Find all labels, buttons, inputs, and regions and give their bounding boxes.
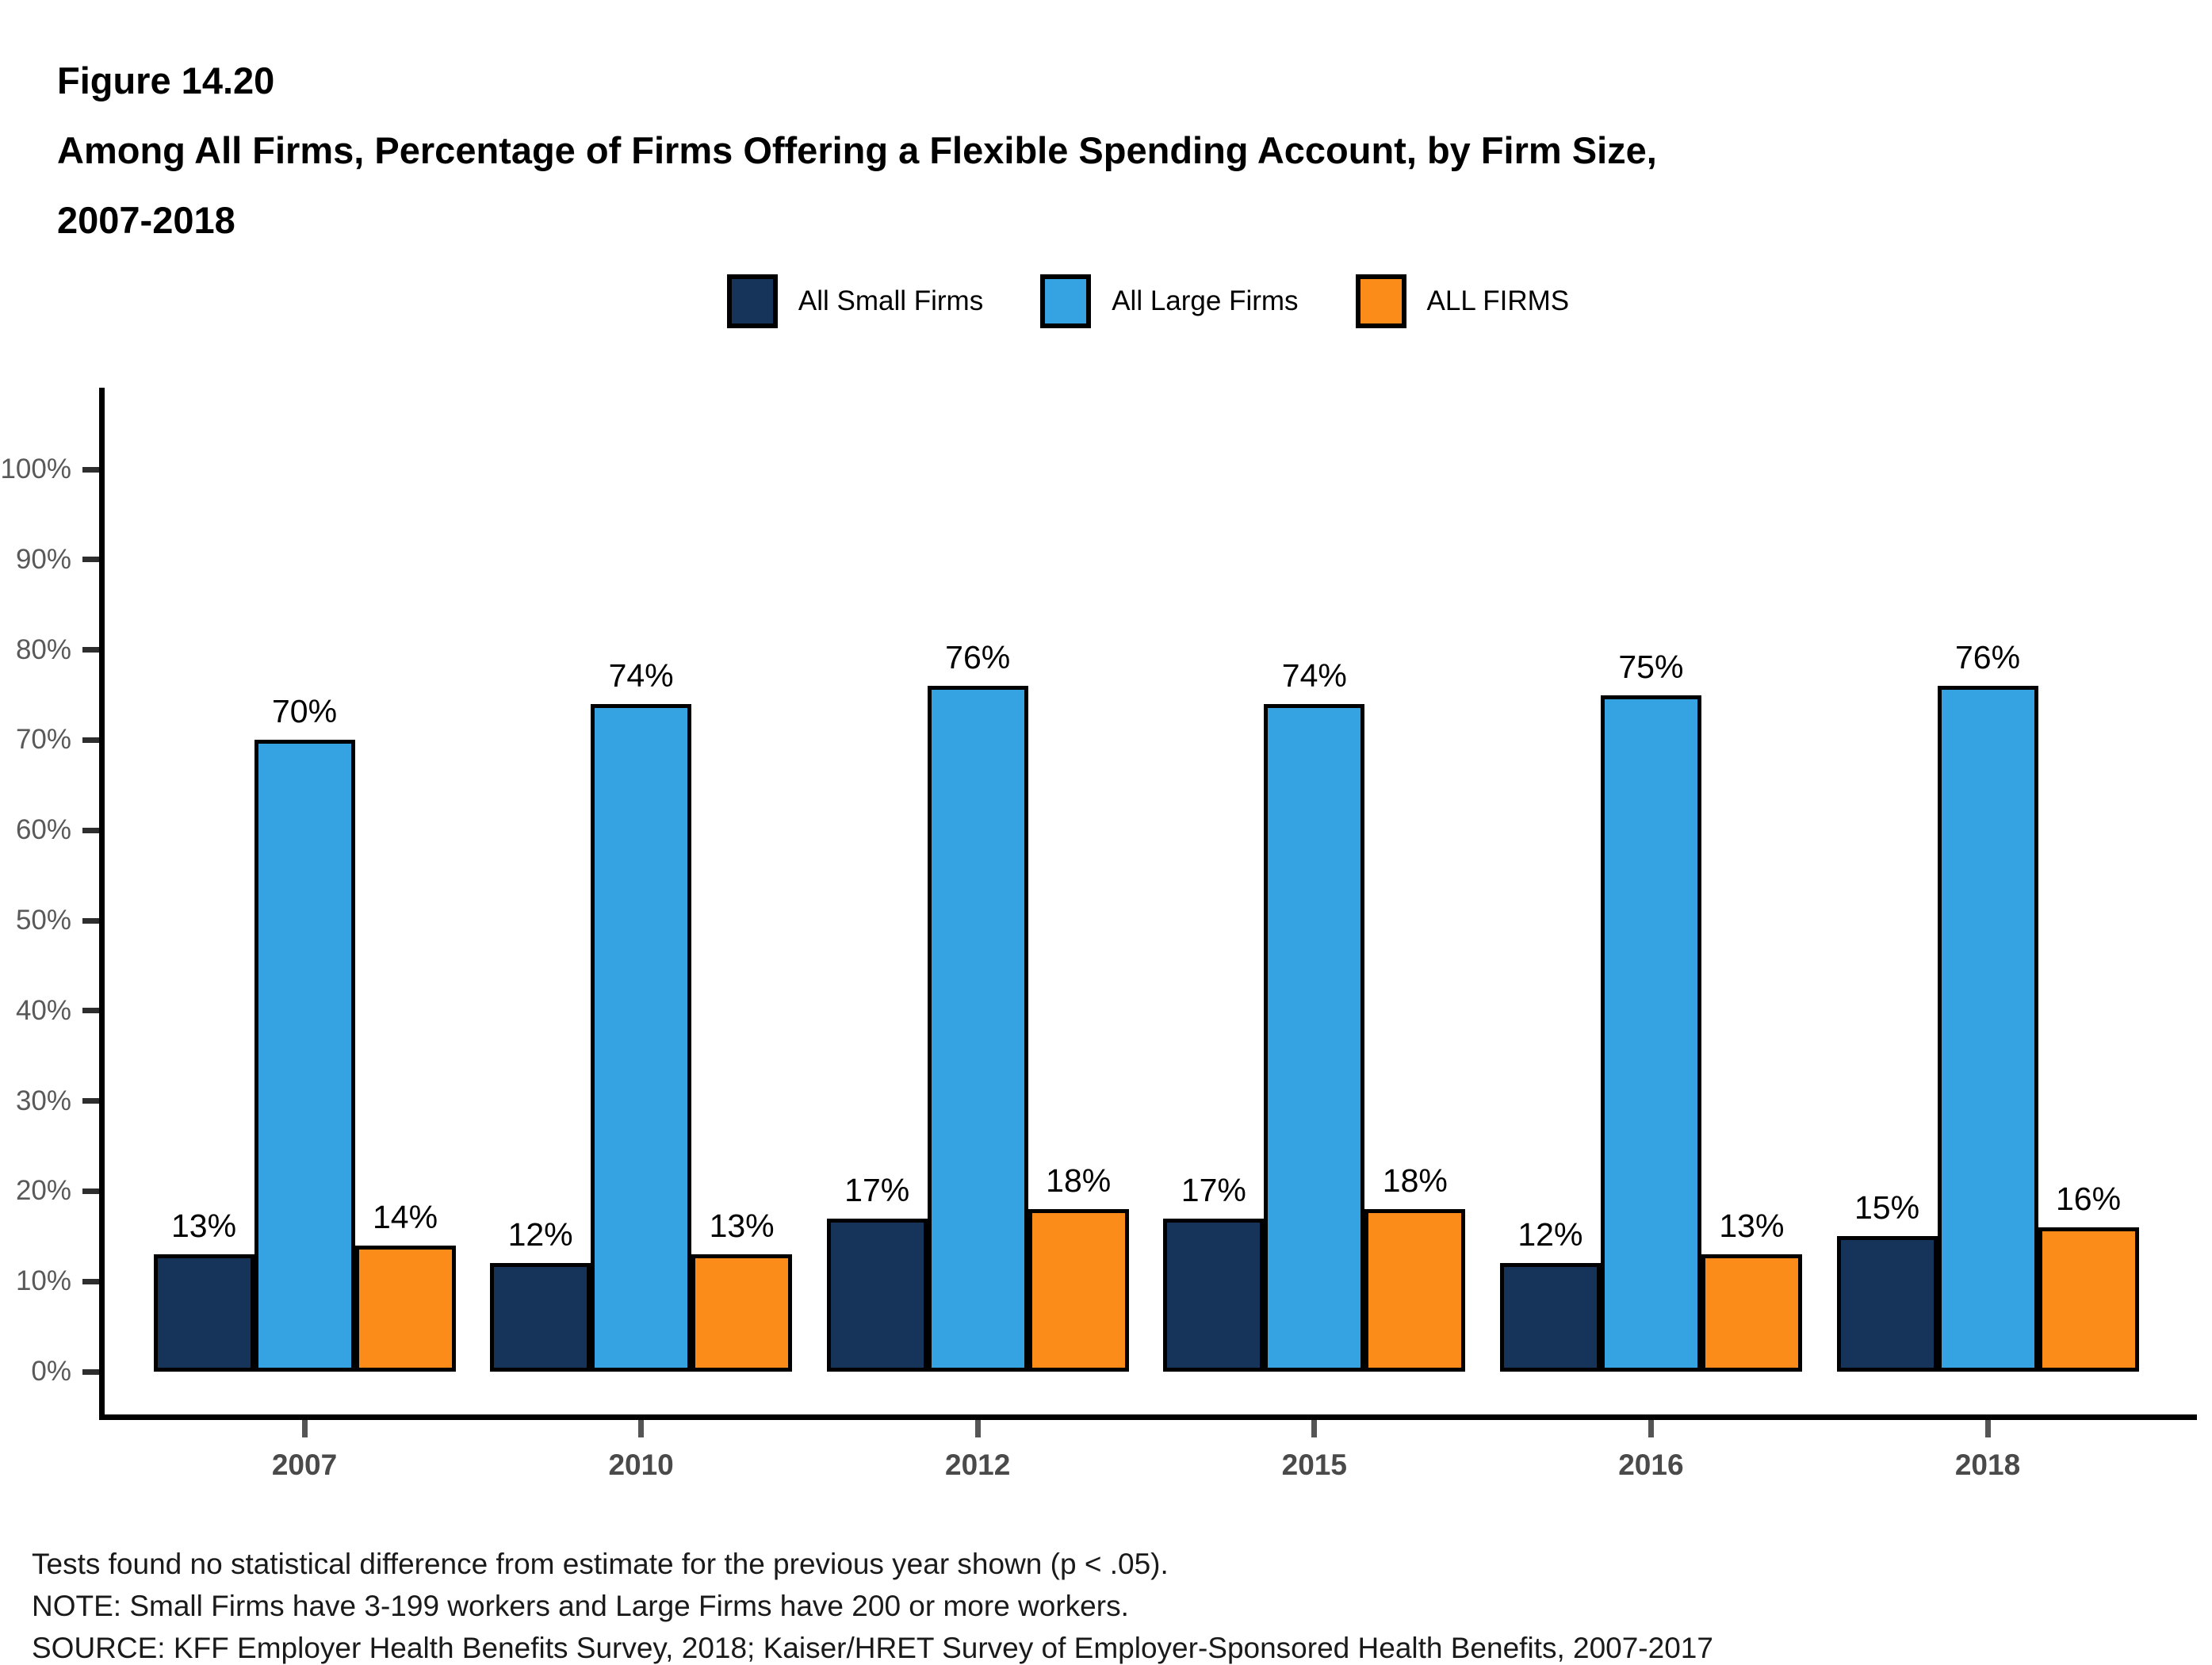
bar-all-firms-2012 — [1028, 1209, 1129, 1372]
y-tick — [82, 647, 99, 653]
bar-all-firms-2007 — [354, 1245, 456, 1372]
x-tick — [1648, 1420, 1654, 1437]
bar-value-label-all-large-firms-2012: 76% — [945, 639, 1011, 676]
legend-item-all-large-firms: All Large Firms — [1040, 274, 1299, 328]
note-definition: NOTE: Small Firms have 3-199 workers and… — [32, 1590, 1129, 1622]
x-tick-label-2018: 2018 — [1954, 1449, 2021, 1481]
x-tick — [1984, 1420, 1991, 1437]
y-tick-label: 20% — [15, 1175, 71, 1207]
bar-all-large-firms-2012 — [927, 686, 1028, 1372]
x-tick-label-2010: 2010 — [608, 1449, 674, 1481]
y-tick-label: 0% — [31, 1356, 71, 1387]
y-tick-label: 50% — [15, 905, 71, 936]
legend-swatch-all-large-firms — [1040, 274, 1092, 328]
bar-all-small-firms-2015 — [1163, 1218, 1265, 1372]
x-axis-line — [99, 1414, 2197, 1420]
bar-value-label-all-small-firms-2016: 12% — [1517, 1216, 1583, 1254]
bar-all-large-firms-2018 — [1937, 686, 2038, 1372]
y-tick — [82, 737, 99, 743]
legend-label: All Large Firms — [1112, 285, 1299, 316]
legend-label: ALL FIRMS — [1426, 285, 1570, 316]
bar-all-firms-2016 — [1701, 1254, 1802, 1372]
figure-title-block: Figure 14.20 Among All Firms, Percentage… — [57, 46, 1657, 255]
y-tick — [82, 1098, 99, 1104]
legend-item-all-small-firms: All Small Firms — [726, 274, 984, 328]
bar-value-label-all-large-firms-2010: 74% — [608, 656, 674, 694]
y-tick — [82, 1278, 99, 1284]
y-tick-label: 70% — [15, 724, 71, 756]
bar-all-large-firms-2015 — [1264, 703, 1365, 1372]
bar-all-large-firms-2007 — [254, 740, 355, 1372]
bar-value-label-all-large-firms-2018: 76% — [1954, 639, 2021, 676]
x-tick — [638, 1420, 645, 1437]
bar-all-firms-2018 — [2038, 1227, 2139, 1372]
bar-all-small-firms-2018 — [1836, 1236, 1938, 1372]
bar-value-label-all-firms-2018: 16% — [2055, 1180, 2122, 1217]
bar-value-label-all-large-firms-2015: 74% — [1281, 656, 1347, 694]
bar-value-label-all-small-firms-2018: 15% — [1854, 1189, 1920, 1227]
x-tick — [1311, 1420, 1318, 1437]
y-tick — [82, 1008, 99, 1014]
figure-number: Figure 14.20 — [57, 59, 275, 101]
bar-value-label-all-firms-2016: 13% — [1719, 1208, 1785, 1245]
x-tick-label-2007: 2007 — [271, 1449, 338, 1481]
bar-value-label-all-small-firms-2007: 13% — [170, 1208, 237, 1245]
y-tick — [82, 557, 99, 563]
bar-all-large-firms-2016 — [1600, 695, 1701, 1372]
chart-legend: All Small Firms All Large Firms ALL FIRM… — [99, 274, 2197, 328]
y-tick-label: 80% — [15, 633, 71, 665]
legend-item-all-firms: ALL FIRMS — [1355, 274, 1570, 328]
note-source: SOURCE: KFF Employer Health Benefits Sur… — [32, 1632, 1713, 1664]
bar-all-small-firms-2016 — [1499, 1263, 1601, 1372]
legend-label: All Small Firms — [798, 285, 984, 316]
note-statistical: Tests found no statistical difference fr… — [32, 1548, 1169, 1580]
x-tick-label-2012: 2012 — [945, 1449, 1011, 1481]
y-tick-label: 60% — [15, 814, 71, 846]
figure-title-line-2: 2007-2018 — [57, 199, 235, 241]
bar-all-firms-2010 — [691, 1254, 793, 1372]
y-tick-label: 40% — [15, 994, 71, 1026]
figure-title-line-1: Among All Firms, Percentage of Firms Off… — [57, 129, 1657, 171]
y-tick — [82, 827, 99, 833]
bar-value-label-all-small-firms-2010: 12% — [507, 1216, 573, 1254]
plot-area: 0% 10% 20% 30% 40% 50% 60% 70% 80% 90% 100% 13% 70% 1… — [0, 388, 2197, 1481]
y-tick-label: 30% — [15, 1085, 71, 1116]
bar-all-small-firms-2007 — [153, 1254, 254, 1372]
bar-all-large-firms-2010 — [591, 703, 692, 1372]
x-tick-label-2015: 2015 — [1281, 1449, 1347, 1481]
bar-all-small-firms-2010 — [490, 1263, 591, 1372]
bar-value-label-all-small-firms-2012: 17% — [844, 1171, 910, 1208]
bar-value-label-all-firms-2010: 13% — [709, 1208, 775, 1245]
bar-value-label-all-large-firms-2016: 75% — [1618, 648, 1684, 685]
bar-value-label-all-firms-2007: 14% — [372, 1198, 438, 1235]
y-tick — [82, 1188, 99, 1194]
y-tick-label: 90% — [15, 543, 71, 575]
bar-value-label-all-small-firms-2015: 17% — [1181, 1171, 1246, 1208]
y-tick-label: 10% — [15, 1265, 71, 1297]
y-tick — [82, 466, 99, 473]
y-axis-line — [99, 388, 105, 1420]
bar-value-label-all-firms-2012: 18% — [1046, 1162, 1112, 1200]
x-tick-label-2016: 2016 — [1618, 1449, 1684, 1481]
bar-value-label-all-large-firms-2007: 70% — [271, 693, 338, 730]
x-tick — [974, 1420, 981, 1437]
bar-all-small-firms-2012 — [826, 1218, 928, 1372]
legend-swatch-all-firms — [1355, 274, 1406, 328]
x-tick — [301, 1420, 308, 1437]
y-tick-label: 100% — [0, 454, 71, 484]
legend-swatch-all-small-firms — [726, 274, 778, 328]
bar-value-label-all-firms-2015: 18% — [1382, 1162, 1448, 1200]
bar-all-firms-2015 — [1364, 1209, 1466, 1372]
y-tick — [82, 1368, 99, 1375]
y-tick — [82, 917, 99, 924]
figure-notes: Tests found no statistical difference fr… — [32, 1543, 1713, 1665]
